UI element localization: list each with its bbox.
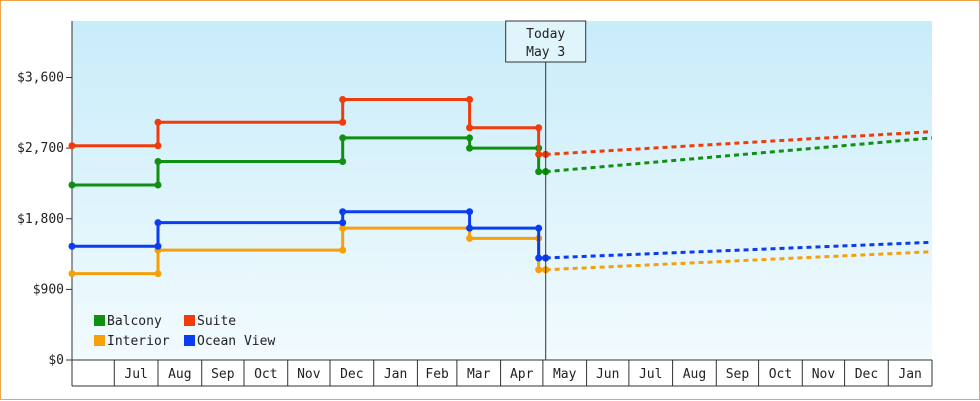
data-point [68, 181, 76, 189]
data-point [339, 208, 347, 216]
legend: Balcony Suite Interior Ocean View [94, 314, 275, 349]
data-point [466, 208, 474, 216]
x-tick-label: Aug [168, 367, 191, 382]
legend-swatch [184, 335, 195, 346]
data-point [466, 234, 474, 242]
x-tick-label: Apr [510, 367, 534, 382]
data-point [466, 124, 474, 132]
data-point [154, 118, 162, 126]
legend-label: Suite [197, 314, 236, 329]
data-point [339, 224, 347, 232]
legend-label: Interior [107, 334, 170, 349]
today-label: Today [526, 27, 565, 42]
data-point [68, 270, 76, 278]
data-point [535, 168, 543, 176]
x-tick-label: Dec [340, 367, 363, 382]
data-point [68, 142, 76, 150]
y-axis: $0 $900 $1,800 $2,700 $3,600 [17, 21, 73, 368]
x-tick-label: Sep [211, 367, 235, 382]
forecast-line [545, 240, 933, 260]
series-suite [68, 95, 933, 158]
y-tick-label: $0 [48, 353, 64, 368]
legend-label: Ocean View [197, 334, 275, 349]
series-line [72, 210, 546, 260]
data-point [154, 157, 162, 165]
data-point [154, 242, 162, 250]
data-point [535, 224, 543, 232]
data-point [535, 124, 543, 132]
forecast-line [545, 250, 933, 272]
today-label-box [505, 20, 587, 63]
y-tick-label: $1,800 [17, 212, 64, 227]
y-tick-label: $2,700 [17, 141, 64, 156]
x-tick-label: Mar [467, 367, 491, 382]
legend-item-ocean-view: Ocean View [184, 334, 275, 349]
legend-swatch [94, 315, 105, 326]
data-point [535, 266, 543, 274]
legend-swatch [94, 335, 105, 346]
x-tick-label: May [553, 367, 577, 382]
legend-swatch [184, 315, 195, 326]
x-tick-label: Oct [769, 367, 792, 382]
data-point [339, 219, 347, 227]
data-point [339, 134, 347, 142]
x-tick-label: Sep [726, 367, 750, 382]
data-point [68, 242, 76, 250]
legend-item-balcony: Balcony [94, 314, 162, 329]
series-layer [68, 95, 933, 278]
x-tick-label: Dec [855, 367, 878, 382]
series-line [72, 136, 546, 187]
y-tick-label: $900 [33, 282, 64, 297]
data-point [339, 118, 347, 126]
x-axis: Jul Aug Sep Oct Nov Dec Jan Feb Mar Apr May Jun Jul A… [71, 359, 933, 387]
forecast-line [545, 136, 933, 174]
data-point [154, 219, 162, 227]
legend-item-interior: Interior [94, 334, 170, 349]
data-point [154, 142, 162, 150]
data-point [535, 254, 543, 262]
x-tick-label: Nov [812, 367, 836, 382]
data-point [535, 150, 543, 158]
x-tick-label: Jul [639, 367, 662, 382]
data-point [466, 95, 474, 103]
data-point [154, 270, 162, 278]
x-tick-label: Feb [425, 367, 449, 382]
data-point [339, 157, 347, 165]
series-ocean-view [68, 208, 933, 262]
x-tick-label: Oct [254, 367, 277, 382]
x-tick-label: Nov [297, 367, 321, 382]
y-tick-label: $3,600 [17, 71, 64, 86]
data-point [339, 95, 347, 103]
x-tick-label: Jan [384, 367, 407, 382]
today-marker: Today May 3 [505, 20, 587, 360]
x-tick-label: Jun [596, 367, 619, 382]
data-point [466, 224, 474, 232]
data-point [339, 246, 347, 254]
legend-label: Balcony [107, 314, 162, 329]
x-tick-label: Aug [683, 367, 706, 382]
legend-item-suite: Suite [184, 314, 236, 329]
x-tick-label: Jul [124, 367, 147, 382]
data-point [154, 181, 162, 189]
today-date-label: May 3 [526, 45, 565, 60]
data-point [466, 144, 474, 152]
series-line [72, 97, 546, 156]
x-tick-label: Jan [898, 367, 921, 382]
forecast-line [545, 130, 933, 156]
data-point [466, 134, 474, 142]
plot-area [72, 21, 932, 360]
